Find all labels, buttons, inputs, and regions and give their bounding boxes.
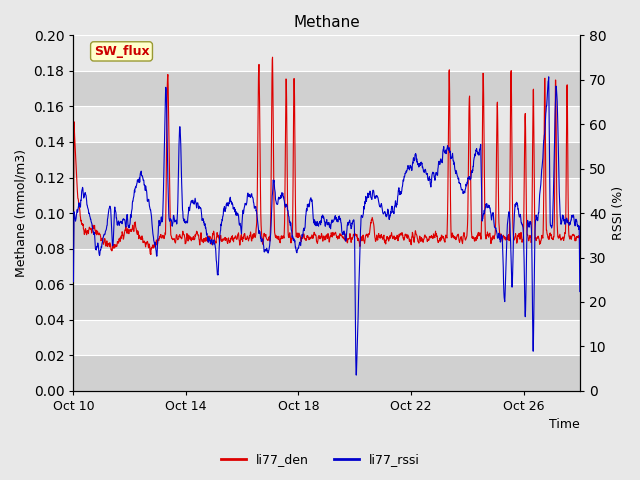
Bar: [74, 284, 580, 320]
Title: Methane: Methane: [293, 15, 360, 30]
Text: SW_flux: SW_flux: [93, 45, 149, 58]
Bar: [74, 320, 580, 355]
Bar: [74, 107, 580, 142]
Bar: [74, 213, 580, 249]
Bar: [74, 36, 580, 71]
Bar: [74, 178, 580, 213]
Y-axis label: Methane (mmol/m3): Methane (mmol/m3): [15, 149, 28, 277]
Bar: [74, 355, 580, 391]
Bar: [74, 142, 580, 178]
Bar: [74, 249, 580, 284]
Bar: [74, 71, 580, 107]
Legend: li77_den, li77_rssi: li77_den, li77_rssi: [216, 448, 424, 471]
Y-axis label: RSSI (%): RSSI (%): [612, 186, 625, 240]
X-axis label: Time: Time: [549, 419, 580, 432]
